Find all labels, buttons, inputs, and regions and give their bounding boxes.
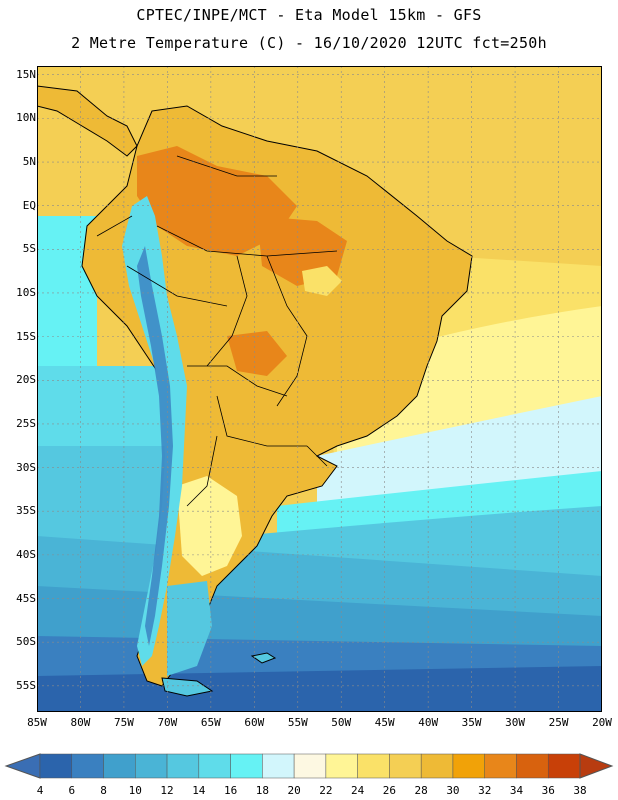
map-title: CPTEC/INPE/MCT - Eta Model 15km - GFS — [136, 6, 482, 24]
longitude-label: 35W — [461, 716, 482, 729]
map-canvas — [37, 66, 602, 712]
colorbar-swatch — [262, 753, 295, 779]
colorbar-swatch — [516, 753, 549, 779]
colorbar-tick-label: 20 — [287, 784, 301, 797]
latitude-label: EQ — [22, 198, 36, 212]
colorbar-swatch — [389, 753, 422, 779]
cold-region-patagonia — [167, 581, 212, 676]
colorbar-tick-label: 8 — [100, 784, 107, 797]
latitude-label: 35S — [16, 504, 36, 518]
longitude-label: 75W — [113, 716, 134, 729]
longitude-label: 65W — [200, 716, 221, 729]
colorbar-tick-label: 6 — [68, 784, 76, 797]
longitude-label: 25W — [548, 716, 569, 729]
colorbar-tick-label: 36 — [541, 784, 555, 797]
colorbar — [4, 753, 614, 779]
andes-coldest-ridge — [137, 246, 173, 646]
longitude-label: 20W — [592, 716, 612, 729]
map-subtitle: 2 Metre Temperature (C) - 16/10/2020 12U… — [71, 34, 547, 52]
latitude-label: 45S — [16, 591, 36, 605]
south-america-landmass — [81, 105, 473, 687]
colorbar-tick-label: 24 — [351, 784, 365, 797]
graticule — [37, 66, 602, 712]
colorbar-tick-label: 16 — [223, 784, 238, 797]
falkland-islands — [250, 652, 277, 664]
latitude-label: 10S — [16, 285, 36, 299]
latitude-label: 15S — [16, 329, 36, 343]
latitude-label: 20S — [16, 373, 36, 387]
colorbar-tick-label: 30 — [446, 784, 460, 797]
hot-region-chaco — [227, 331, 287, 376]
andes-cold-band — [122, 196, 187, 666]
colorbar-tick-label: 32 — [478, 784, 492, 797]
central-america — [37, 85, 138, 157]
colorbar-tick-label: 28 — [414, 784, 428, 797]
colorbar-tick-label: 10 — [128, 784, 142, 797]
colorbar-swatch — [420, 753, 454, 779]
colorbar-tick-label: 14 — [192, 784, 206, 797]
temperature-map — [37, 66, 602, 712]
latitude-label: 30S — [16, 460, 36, 474]
colorbar-tick-label: 12 — [160, 784, 174, 797]
latitude-label: 5S — [22, 242, 36, 256]
colorbar-swatch — [198, 753, 231, 779]
colorbar-swatch — [484, 753, 517, 779]
colorbar-tick-label: 22 — [319, 784, 333, 797]
colorbar-swatch — [325, 753, 358, 779]
colorbar-swatch — [103, 753, 136, 779]
colorbar-tick-label: 34 — [509, 784, 524, 797]
longitude-label: 70W — [157, 716, 178, 729]
colorbar-tick-label: 38 — [573, 784, 587, 797]
latitude-label: 25S — [16, 416, 36, 430]
longitude-label: 30W — [505, 716, 525, 729]
colorbar-swatch — [166, 753, 200, 779]
colorbar-high-arrow — [579, 753, 614, 779]
colorbar-tick-label: 26 — [382, 784, 397, 797]
colorbar-swatch — [135, 753, 168, 779]
colorbar-swatch — [357, 753, 390, 779]
longitude-label: 55W — [287, 716, 308, 729]
longitude-label: 50W — [331, 716, 352, 729]
colorbar-swatch — [547, 753, 581, 779]
latitude-label: 50S — [16, 635, 36, 649]
latitude-label: 55S — [16, 678, 36, 692]
colorbar-tick-label: 18 — [255, 784, 269, 797]
colorbar-swatch — [71, 753, 104, 779]
map-frame — [37, 66, 602, 712]
longitude-label: 45W — [374, 716, 395, 729]
colorbar-swatch — [452, 753, 485, 779]
hot-region-amazon-west — [137, 146, 297, 256]
colorbar-tick-label: 4 — [36, 784, 44, 797]
ocean-band-4 — [37, 666, 602, 712]
longitude-label: 40W — [418, 716, 439, 729]
latitude-label: 40S — [16, 547, 36, 561]
longitude-label: 85W — [27, 716, 47, 729]
latitude-label: 15N — [16, 67, 36, 81]
country-borders — [96, 155, 338, 507]
tierra-del-fuego — [161, 677, 214, 697]
longitude-label: 80W — [70, 716, 91, 729]
mild-region-para — [302, 266, 342, 296]
mild-region-pampas — [177, 476, 242, 576]
colorbar-swatch — [39, 753, 73, 779]
latitude-label: 10N — [16, 111, 36, 125]
longitude-label: 60W — [244, 716, 265, 729]
colorbar-swatch — [293, 753, 327, 779]
latitude-label: 5N — [22, 155, 36, 169]
colorbar-low-arrow — [4, 753, 41, 779]
colorbar-swatch — [230, 753, 263, 779]
